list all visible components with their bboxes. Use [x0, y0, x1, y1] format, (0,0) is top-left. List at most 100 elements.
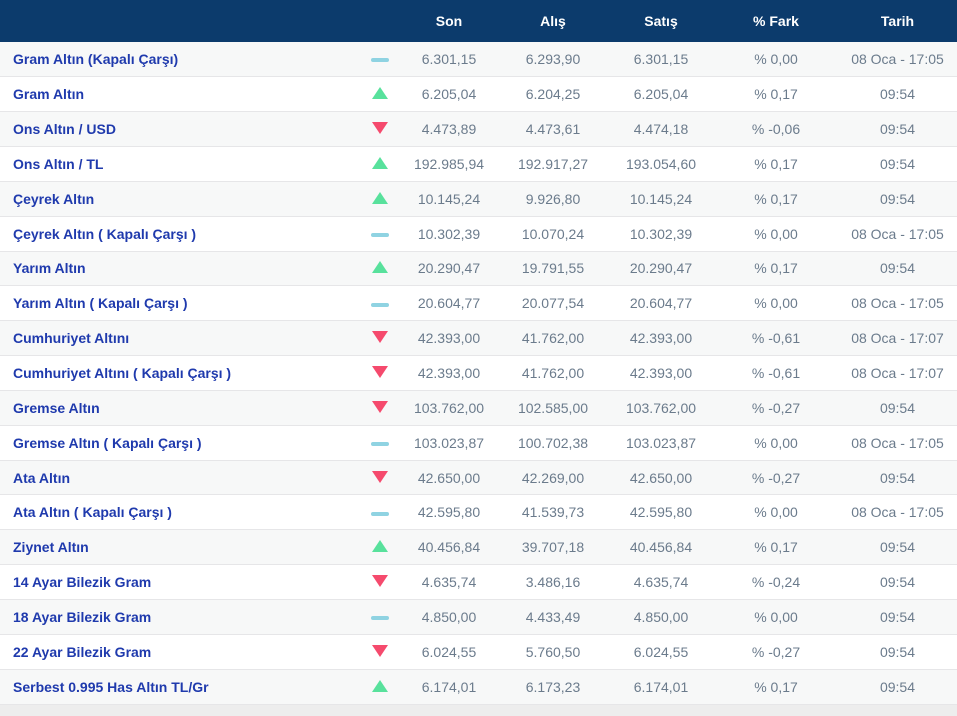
instrument-link[interactable]: Yarım Altın: [13, 260, 86, 277]
son-value: 4.473,89: [400, 111, 498, 148]
down-trend-icon: [372, 366, 388, 379]
tarih-value: 09:54: [838, 460, 957, 496]
tarih-value: 09:54: [838, 564, 957, 600]
up-trend-icon: [372, 191, 388, 204]
table-row[interactable]: Yarım Altın ( Kapalı Çarşı ) 20.604,77 20.…: [0, 285, 957, 322]
trend-cell: [360, 529, 400, 566]
son-value: 4.635,74: [400, 564, 498, 600]
table-row[interactable]: Ata Altın 42.650,00 42.269,00 42.650,00% -0…: [0, 460, 957, 496]
instrument-name-cell: Gremse Altın ( Kapalı Çarşı ): [0, 425, 360, 461]
instrument-link[interactable]: Ata Altın ( Kapalı Çarşı ): [13, 504, 172, 521]
down-trend-icon: [372, 400, 388, 413]
table-row[interactable]: Cumhuriyet Altını ( Kapalı Çarşı ) 42.393…: [0, 355, 957, 391]
instrument-link[interactable]: Yarım Altın ( Kapalı Çarşı ): [13, 295, 188, 312]
table-row[interactable]: Gram Altın 6.205,04 6.204,25 6.205,04% 0,17…: [0, 76, 957, 113]
alis-value: 19.791,55: [498, 251, 608, 287]
fark-value: % -0,27: [714, 460, 838, 496]
tarih-value: 08 Oca - 17:07: [838, 320, 957, 357]
instrument-link[interactable]: 22 Ayar Bilezik Gram: [13, 643, 152, 660]
alis-value: 41.762,00: [498, 320, 608, 357]
fark-value: % 0,17: [714, 669, 838, 705]
satis-value: 103.762,00: [608, 390, 714, 426]
table-row[interactable]: Serbest 0.995 Has Altın TL/Gr 6.174,01 6.1…: [0, 669, 957, 705]
instrument-link[interactable]: 18 Ayar Bilezik Gram: [13, 608, 152, 625]
instrument-link[interactable]: Cumhuriyet Altını: [13, 330, 130, 347]
table-row[interactable]: Yarım Altın 20.290,47 19.791,55 20.290,47% …: [0, 251, 957, 287]
table-row[interactable]: Ziynet Altın 40.456,84 39.707,18 40.456,84%…: [0, 529, 957, 566]
son-value: 20.604,77: [400, 285, 498, 322]
tarih-value: 09:54: [838, 251, 957, 287]
table-row[interactable]: 18 Ayar Bilezik Gram 4.850,00 4.433,49 4.85…: [0, 599, 957, 635]
instrument-link[interactable]: Ons Altın / TL: [13, 155, 104, 172]
table-row[interactable]: Gram Altın (Kapalı Çarşı) 6.301,15 6.293,9…: [0, 42, 957, 78]
tarih-value: 09:54: [838, 529, 957, 566]
table-row[interactable]: 22 Ayar Bilezik Gram 6.024,55 5.760,50 6.02…: [0, 634, 957, 670]
header-son: Son: [435, 13, 463, 29]
up-trend-icon: [372, 261, 388, 274]
satis-value: 4.474,18: [608, 111, 714, 148]
instrument-link[interactable]: Ons Altın / USD: [13, 121, 116, 138]
alis-value: 6.293,90: [498, 42, 608, 78]
up-trend-icon: [372, 540, 388, 553]
son-value: 20.290,47: [400, 251, 498, 287]
son-value: 42.393,00: [400, 320, 498, 357]
table-row[interactable]: Cumhuriyet Altını 42.393,00 41.762,00 42.39…: [0, 320, 957, 357]
header-name: [0, 0, 360, 42]
instrument-link[interactable]: Ziynet Altın: [13, 539, 89, 556]
tarih-value: 09:54: [838, 599, 957, 635]
instrument-link[interactable]: Serbest 0.995 Has Altın TL/Gr: [13, 678, 209, 695]
satis-value: 6.024,55: [608, 634, 714, 670]
flat-trend-icon: [371, 511, 389, 516]
trend-cell: [360, 390, 400, 426]
table-row[interactable]: Ons Altın / USD 4.473,89 4.473,61 4.474,18%…: [0, 111, 957, 148]
down-trend-icon: [372, 470, 388, 483]
instrument-link[interactable]: Çeyrek Altın ( Kapalı Çarşı ): [13, 225, 197, 242]
fark-value: % -0,24: [714, 564, 838, 600]
trend-cell: [360, 494, 400, 531]
trend-cell: [360, 111, 400, 148]
table-row[interactable]: Gremse Altın ( Kapalı Çarşı ) 103.023,87 1…: [0, 425, 957, 461]
satis-value: 10.145,24: [608, 181, 714, 217]
instrument-name-cell: Serbest 0.995 Has Altın TL/Gr: [0, 669, 360, 705]
trend-cell: [360, 216, 400, 252]
instrument-link[interactable]: Gremse Altın: [13, 399, 100, 416]
son-value: 6.024,55: [400, 634, 498, 670]
fark-value: % 0,00: [714, 494, 838, 531]
footer-bar: [0, 704, 957, 716]
instrument-name-cell: Çeyrek Altın ( Kapalı Çarşı ): [0, 216, 360, 252]
tarih-value: 08 Oca - 17:07: [838, 355, 957, 391]
trend-cell: [360, 355, 400, 391]
tarih-value: 08 Oca - 17:05: [838, 285, 957, 322]
son-value: 103.762,00: [400, 390, 498, 426]
son-value: 6.205,04: [400, 76, 498, 113]
instrument-link[interactable]: 14 Ayar Bilezik Gram: [13, 574, 152, 591]
instrument-link[interactable]: Çeyrek Altın: [13, 190, 95, 207]
fark-value: % 0,00: [714, 599, 838, 635]
fark-value: % 0,17: [714, 529, 838, 566]
fark-value: % -0,06: [714, 111, 838, 148]
table-row[interactable]: Gremse Altın 103.762,00 102.585,00 103.762,…: [0, 390, 957, 426]
fark-value: % 0,00: [714, 216, 838, 252]
satis-value: 42.393,00: [608, 320, 714, 357]
fark-value: % 0,17: [714, 181, 838, 217]
satis-value: 42.393,00: [608, 355, 714, 391]
instrument-link[interactable]: Gremse Altın ( Kapalı Çarşı ): [13, 434, 202, 451]
down-trend-icon: [372, 575, 388, 588]
flat-trend-icon: [371, 232, 389, 237]
up-trend-icon: [372, 679, 388, 692]
trend-cell: [360, 320, 400, 357]
son-value: 103.023,87: [400, 425, 498, 461]
instrument-link[interactable]: Cumhuriyet Altını ( Kapalı Çarşı ): [13, 365, 232, 382]
table-row[interactable]: Çeyrek Altın 10.145,24 9.926,80 10.145,24% …: [0, 181, 957, 217]
instrument-link[interactable]: Gram Altın: [13, 86, 85, 103]
trend-cell: [360, 425, 400, 461]
table-row[interactable]: Ons Altın / TL 192.985,94 192.917,27 193.05…: [0, 146, 957, 182]
instrument-link[interactable]: Gram Altın (Kapalı Çarşı): [13, 51, 179, 68]
table-row[interactable]: Çeyrek Altın ( Kapalı Çarşı ) 10.302,39 10…: [0, 216, 957, 252]
table-row[interactable]: Ata Altın ( Kapalı Çarşı ) 42.595,80 41.53…: [0, 494, 957, 531]
instrument-link[interactable]: Ata Altın: [13, 469, 71, 486]
table-row[interactable]: 14 Ayar Bilezik Gram 4.635,74 3.486,16 4.63…: [0, 564, 957, 600]
son-value: 4.850,00: [400, 599, 498, 635]
fark-value: % 0,17: [714, 146, 838, 182]
